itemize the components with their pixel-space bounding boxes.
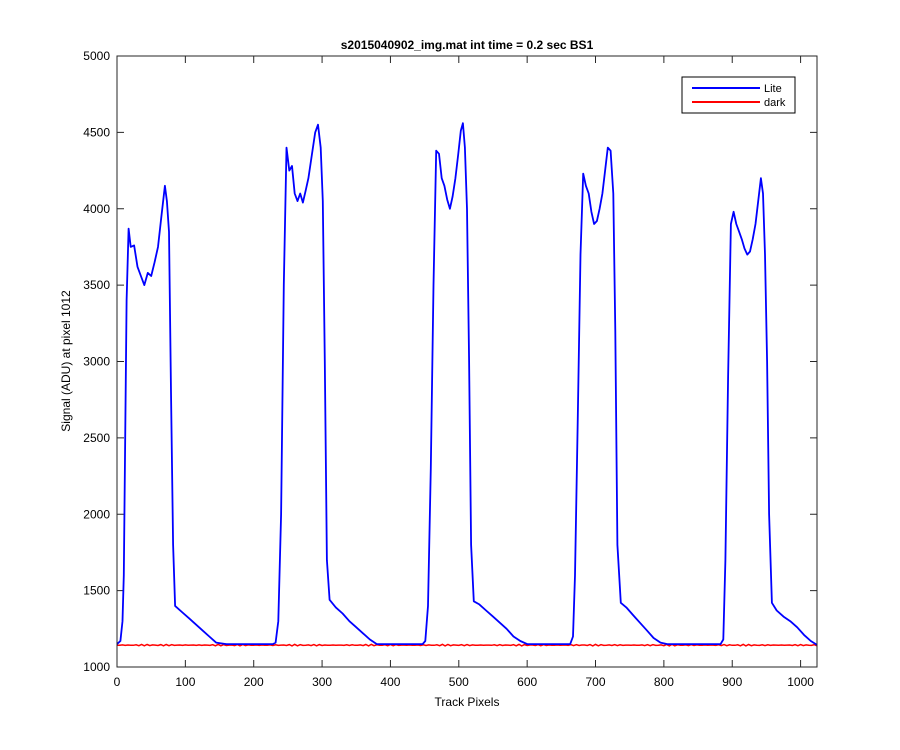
y-tick-label: 3000 <box>83 355 110 369</box>
legend-label-dark: dark <box>764 97 786 109</box>
x-tick-label: 100 <box>175 675 195 689</box>
x-tick-label: 1000 <box>787 675 814 689</box>
y-tick-label: 4500 <box>83 125 110 139</box>
x-tick-label: 200 <box>244 675 264 689</box>
y-axis-label: Signal (ADU) at pixel 1012 <box>59 290 73 432</box>
series-line-lite <box>116 122 818 646</box>
legend-label-lite: Lite <box>764 83 782 95</box>
x-tick-label: 500 <box>449 675 469 689</box>
y-tick-label: 2000 <box>83 507 110 521</box>
y-tick-label: 1000 <box>83 660 110 674</box>
series-layer <box>116 122 818 647</box>
plot-frame <box>116 55 818 668</box>
y-tick-label: 1500 <box>83 584 110 598</box>
legend: Lite dark <box>681 76 796 114</box>
legend-box <box>681 76 796 114</box>
chart-title: s2015040902_img.mat int time = 0.2 sec B… <box>341 38 594 52</box>
ticks: 0 100 200 300 400 500 600 700 800 900 1000 1000 1500… <box>83 49 817 689</box>
x-tick-label: 600 <box>517 675 537 689</box>
plot-background <box>117 56 817 667</box>
x-axis-label: Track Pixels <box>435 695 500 709</box>
y-tick-label: 3500 <box>83 278 110 292</box>
y-tick-label: 5000 <box>83 49 110 63</box>
x-tick-label: 800 <box>654 675 674 689</box>
x-tick-label: 900 <box>722 675 742 689</box>
x-tick-label: 0 <box>114 675 121 689</box>
y-tick-label: 4000 <box>83 202 110 216</box>
series-line-dark <box>116 643 818 647</box>
x-tick-label: 700 <box>586 675 606 689</box>
y-tick-label: 2500 <box>83 431 110 445</box>
x-tick-label: 400 <box>380 675 400 689</box>
x-tick-label: 300 <box>312 675 332 689</box>
